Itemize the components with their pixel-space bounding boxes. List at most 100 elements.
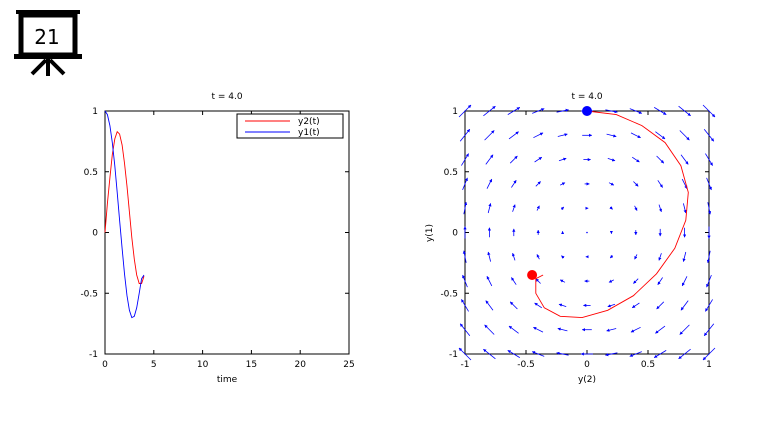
x-axis-label: time <box>217 375 238 385</box>
vector-arrow <box>679 130 690 141</box>
y-tick-label: 1 <box>92 107 98 117</box>
vector-arrow <box>705 299 713 312</box>
vector-arrow <box>678 105 691 117</box>
vector-arrow <box>702 347 716 361</box>
vector-arrow <box>607 158 616 162</box>
vector-arrow <box>483 105 496 117</box>
y-tick-label: 0 <box>92 229 98 239</box>
vector-arrow <box>531 351 545 357</box>
vector-arrow <box>511 252 516 261</box>
vector-arrow <box>462 177 468 191</box>
vector-arrow <box>508 131 519 140</box>
y-tick-label: 0.5 <box>84 168 98 178</box>
series-lines <box>104 110 145 319</box>
vector-arrow <box>658 253 662 261</box>
vector-arrow <box>487 251 491 262</box>
vector-arrow <box>485 300 494 311</box>
start-point-marker <box>582 106 592 116</box>
vector-arrow <box>657 277 663 285</box>
vector-arrow <box>483 348 496 360</box>
vector-arrow <box>683 203 687 214</box>
x-tick-label: -0.5 <box>517 360 535 370</box>
vector-arrow <box>533 132 544 139</box>
vector-arrow <box>707 202 712 215</box>
x-tick-label: 5 <box>151 360 157 370</box>
vector-arrow <box>607 303 616 308</box>
vector-arrow <box>509 155 518 164</box>
vector-arrow <box>485 154 494 165</box>
vector-arrow <box>679 324 690 335</box>
vector-arrow <box>606 133 617 138</box>
vector-arrow <box>631 156 640 163</box>
y-tick-label: -1 <box>449 350 458 360</box>
vector-arrow <box>706 274 712 288</box>
vector-arrow <box>484 130 495 141</box>
vector-arrow <box>557 133 568 137</box>
vector-arrow <box>458 347 472 361</box>
vector-arrow <box>487 203 492 214</box>
vector-arrow <box>533 326 544 333</box>
vector-arrow <box>461 299 469 312</box>
y-tick-label: -0.5 <box>80 289 98 299</box>
vector-field <box>458 104 716 361</box>
vector-arrow <box>609 206 613 210</box>
vector-arrow <box>608 279 614 283</box>
vector-arrow <box>706 250 711 264</box>
vector-arrow <box>630 132 641 139</box>
vector-arrow <box>486 178 493 189</box>
vector-arrow <box>605 109 618 114</box>
vector-arrow <box>486 276 493 287</box>
x-tick-label: 0 <box>102 360 108 370</box>
vector-arrow <box>559 279 566 283</box>
vector-arrow <box>536 254 540 260</box>
vector-arrow <box>535 181 541 187</box>
legend: y2(t) y1(t) <box>236 113 344 139</box>
presentation-board-icon <box>14 10 82 76</box>
vector-arrow <box>560 182 566 186</box>
vector-arrow <box>680 300 689 311</box>
vector-arrow <box>558 157 567 162</box>
vector-arrow <box>629 108 643 114</box>
axis-ticks: -1 -0.5 0 0.5 1 -1 -0.5 0 0.5 1 <box>440 107 711 370</box>
trajectory <box>527 106 689 319</box>
vector-arrow <box>556 351 569 356</box>
vector-arrow <box>536 205 540 211</box>
vector-arrow <box>535 278 541 284</box>
vector-arrow <box>653 107 667 115</box>
end-point-marker <box>527 270 538 281</box>
vector-arrow <box>681 178 688 189</box>
vector-arrow <box>653 350 667 358</box>
vector-arrow <box>609 254 614 259</box>
vector-arrow <box>630 326 641 333</box>
legend-label-y1: y1(t) <box>298 128 320 138</box>
x-tick-label: 15 <box>246 360 257 370</box>
vector-arrow <box>458 104 472 118</box>
vector-arrow <box>586 231 588 234</box>
vector-arrow <box>507 107 521 115</box>
vector-arrow <box>509 301 518 310</box>
vector-arrow <box>462 274 468 288</box>
vector-arrow <box>629 351 642 357</box>
vector-arrow <box>512 204 516 212</box>
vector-arrow <box>703 129 715 142</box>
axis-ticks: 0 5 10 15 20 25 -1 -0.5 0 0.5 1 <box>80 107 354 370</box>
chart-title: t = 4.0 <box>571 92 602 102</box>
trajectory-line <box>535 110 689 319</box>
slide-number: 21 <box>34 25 60 49</box>
vector-arrow <box>534 302 543 309</box>
vector-arrow <box>705 153 713 166</box>
vector-arrow <box>655 131 666 140</box>
phase-plane-chart: t = 4.0 y(2) y(1) -1 -0.5 0 0.5 1 -1 -0.5 0 0.5 1 <box>425 92 716 385</box>
vector-arrow <box>633 181 639 187</box>
vector-arrow <box>605 352 618 357</box>
y-tick-label: 0.5 <box>444 168 458 178</box>
vector-arrow <box>508 325 519 334</box>
vector-arrow <box>706 177 712 191</box>
plot-frame <box>104 110 350 355</box>
vector-arrow <box>459 129 471 142</box>
time-series-chart: t = 4.0 time 0 5 10 15 20 25 -1 -0.5 0 0.5 1 y2(t)… <box>80 92 354 385</box>
vector-arrow <box>658 204 663 213</box>
vector-arrow <box>631 302 640 309</box>
vector-arrow <box>678 348 691 360</box>
